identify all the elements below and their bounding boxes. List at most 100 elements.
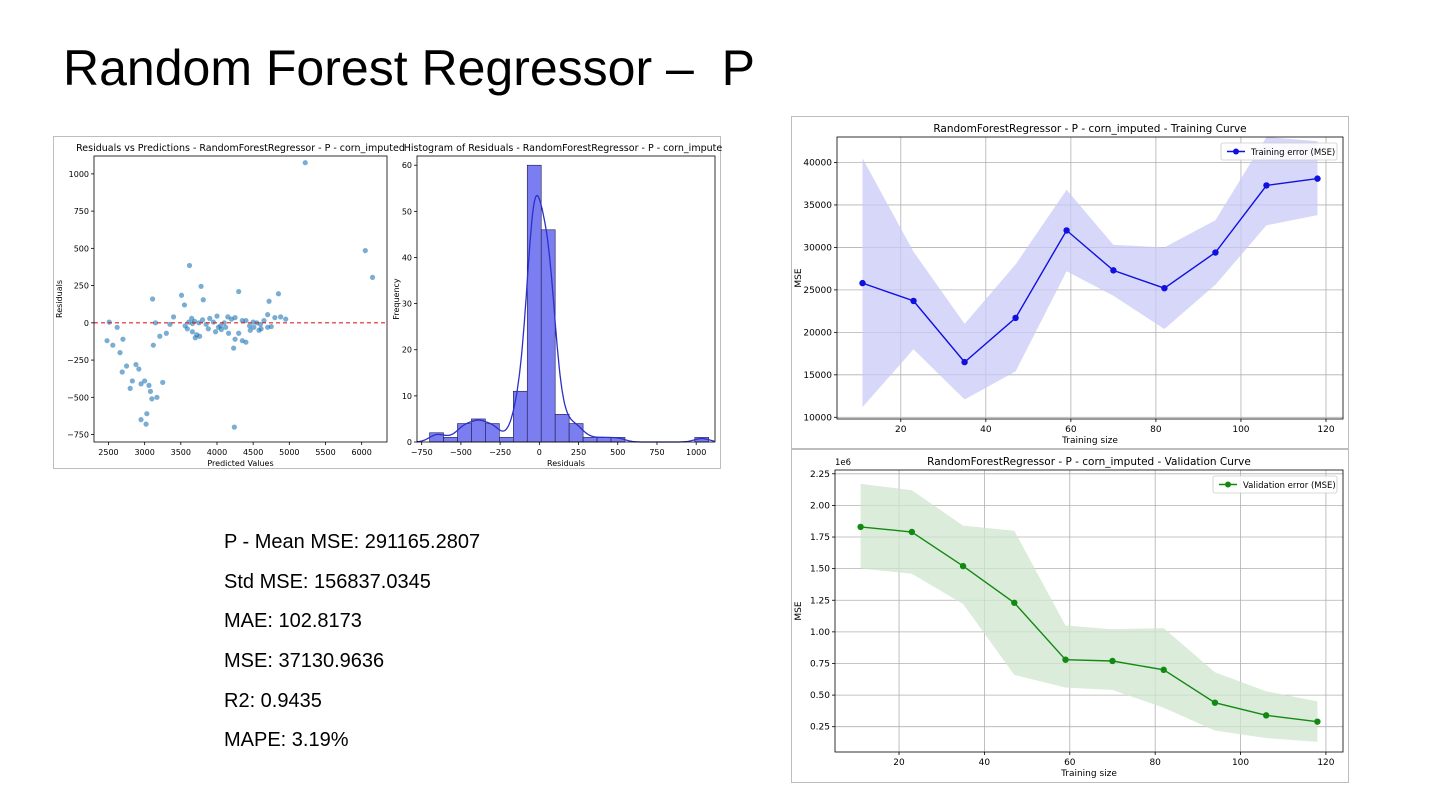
x-axis-label: Training size [1061,436,1118,446]
scatter-point [154,394,160,400]
axes-group: 20 40 60 80 100 120 10000 15000 20000 25000 30000 3… [803,137,1343,435]
series-marker [1314,175,1321,182]
x-tick-label: 6000 [351,448,371,457]
scatter-point [160,379,166,386]
scatter-point [197,333,203,339]
y-tick-label: 750 [74,207,89,216]
metrics-list: P - Mean MSE: 291165.2807 Std MSE: 15683… [224,528,480,766]
legend-label: Training error (MSE) [1250,148,1335,158]
y-tick-label: 10000 [803,413,832,423]
series-marker [1211,699,1219,706]
scatter-point [119,369,125,375]
scatter-point [243,339,249,345]
scatter-point [152,320,159,326]
x-tick-label: 250 [571,448,586,457]
residuals-figure-svg: 2500 3000 3500 4000 4500 5000 5500 6000−750−500… [55,143,722,468]
series-marker [859,279,866,287]
x-tick-label: 1000 [686,448,706,457]
scatter-point [236,330,242,336]
residuals-figure: 2500 3000 3500 4000 4500 5000 5500 6000 −750 −500… [53,136,722,469]
metric-std-mse: Std MSE: 156837.0345 [224,570,431,593]
series-marker [1063,227,1070,234]
scatter-point [136,366,142,372]
scatter-point [278,314,284,320]
x-tick-label: 0 [537,448,542,457]
x-axis-label: Residuals [547,459,585,468]
scatter-point [123,363,130,369]
scatter-point [143,421,149,427]
metric-mae: MAE: 102.8173 [224,610,362,633]
x-tick-label: 5000 [279,448,299,457]
series-marker [1160,666,1167,674]
series-marker [1062,656,1069,663]
axes-group: −750 −500 −250 0 250 500 750 1000 0 10 20 30 40 50 60 [402,161,707,457]
y-tick-label: 0 [407,438,412,447]
y-tick-label: 15000 [803,371,832,381]
histogram-bar [526,164,542,443]
x-tick-label: 2500 [98,448,118,457]
x-tick-label: 750 [649,448,664,457]
scatter-point [150,296,156,302]
scatter-point [163,330,169,336]
validation-curve-svg: 20 40 60 80 100 120 0.25 0.50 0.75 1.00 1.25 1.50 1.… [794,456,1344,779]
validation-curve-figure: 20 40 60 80 100 120 0.25 0.50 0.75 1.00 1.25 1.50 1.… [791,449,1349,783]
x-tick-label: −250 [489,448,511,457]
y-tick-label: 1.75 [810,533,830,543]
scatter-point [221,320,227,326]
scatter-point [265,324,271,330]
slide-title: Random Forest Regressor – P [63,40,755,96]
series-marker [910,297,917,305]
legend-label: Validation error (MSE) [1243,481,1336,491]
x-tick-label: 3000 [134,448,154,457]
axes-background [94,156,387,442]
series-line [862,177,1318,364]
scatter-point [142,378,148,384]
axes-group: 2500 3000 3500 4000 4500 5000 5500 6000−750−500… [67,170,372,457]
y-tick-label: 500 [74,244,89,253]
scatter-point [181,302,188,308]
scatter-point [207,315,213,321]
series-line [860,526,1318,723]
y-tick-label: 20 [402,346,412,355]
y-tick-label: 1000 [69,170,89,179]
scatter-point [225,330,232,336]
y-tick-label: 0 [84,319,89,328]
scatter-point [231,424,237,430]
legend-box [1220,142,1338,161]
axes-border [834,469,1344,753]
scatter-point [106,319,112,325]
series-marker [959,562,967,570]
metric-mape: MAPE: 3.19% [224,729,349,752]
y-tick-label: −750 [67,431,89,440]
x-axis-label: Predicted Values [207,459,273,468]
y-tick-label: 50 [402,207,412,216]
scatter-point [199,317,206,323]
y-tick-label: 60 [402,161,412,170]
histogram-bar [596,437,612,443]
y-tick-label: −250 [67,356,89,365]
scatter-point [178,292,185,298]
scatter-point [192,335,198,341]
y-tick-label: 1.25 [810,596,830,606]
x-tick-label: 60 [1064,758,1076,768]
scatter-point [369,274,376,281]
x-tick-label: 500 [610,448,625,457]
x-tick-label: −750 [411,448,433,457]
scatter-point [232,315,238,321]
metric-r2: R2: 0.9435 [224,689,322,712]
scatter-point [247,327,253,333]
series-marker [1110,267,1117,274]
series-marker [1012,314,1019,322]
y-tick-label: 0.50 [810,691,830,701]
training-curve-svg: 20 40 60 80 100 120 10000 15000 20000 25000 30000 3… [794,123,1344,446]
y-tick-label: 20000 [803,328,832,338]
scatter-point [231,345,237,351]
std-band [860,483,1318,742]
scatter-point [205,326,211,332]
scatter-point [127,385,133,391]
y-tick-label: 40000 [803,158,832,168]
x-tick-label: 20 [893,758,905,768]
scatter-point [212,329,219,335]
y-axis-label: Residuals [55,280,64,318]
scatter-point [266,298,272,304]
